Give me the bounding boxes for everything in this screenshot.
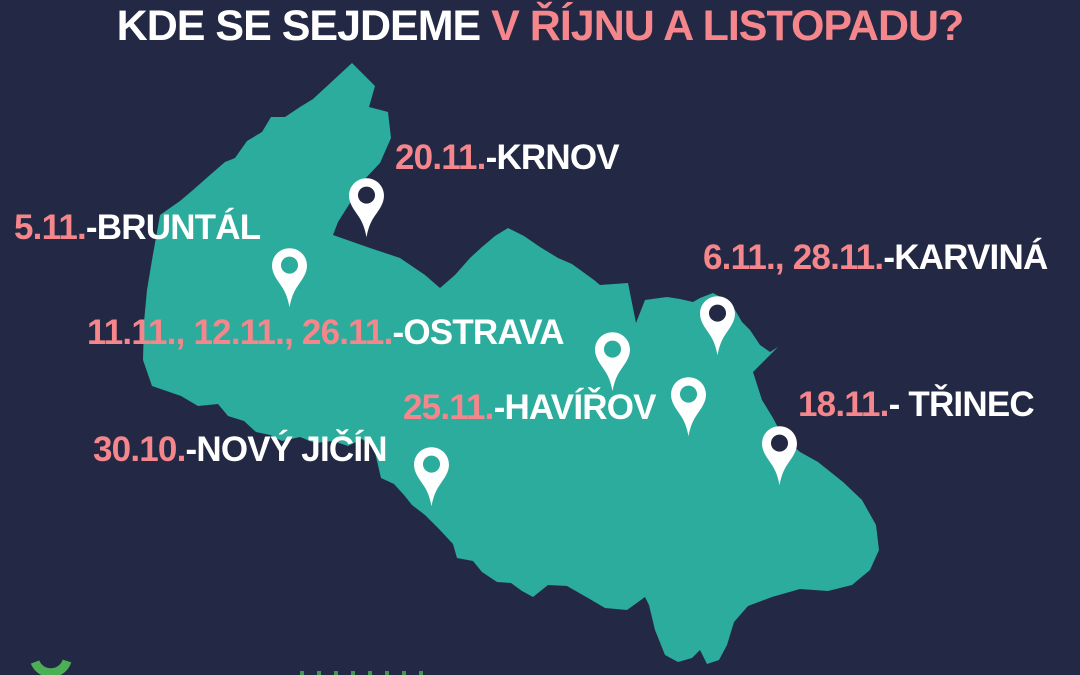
- location-dates: 18.11.: [798, 385, 889, 424]
- location-label-havirov: 25.11.-HAVÍŘOV: [403, 388, 657, 427]
- location-city: -KARVINÁ: [883, 238, 1048, 277]
- partial-logo-arc-icon: [30, 659, 72, 675]
- location-dates: 6.11., 28.11.: [703, 238, 884, 277]
- map-pin-icon-havirov: [671, 377, 706, 437]
- location-city: -OSTRAVA: [392, 313, 565, 352]
- title-prefix: KDE SE SEJDEME: [116, 2, 492, 50]
- map-pin-icon-karvina: [700, 296, 735, 356]
- map-pin-icon-krnov: [349, 178, 384, 238]
- location-city: -BRUNTÁL: [85, 208, 261, 247]
- map-pin-icon-trinec: [762, 426, 797, 486]
- location-city: -NOVÝ JIČÍN: [185, 430, 388, 469]
- location-label-trinec: 18.11.- TŘINEC: [798, 385, 1035, 424]
- title-highlight: V ŘÍJNU A LISTOPADU?: [491, 2, 964, 50]
- location-city: -HAVÍŘOV: [493, 388, 657, 427]
- map-pin-icon-ostrava: [595, 332, 630, 392]
- location-dates: 30.10.: [93, 430, 186, 469]
- location-city: -KRNOV: [485, 138, 620, 177]
- page-title: KDE SE SEJDEME V ŘÍJNU A LISTOPADU?: [0, 2, 1080, 51]
- location-dates: 25.11.: [403, 388, 494, 427]
- location-label-karvina: 6.11., 28.11.-KARVINÁ: [703, 238, 1048, 277]
- location-label-ostrava: 11.11., 12.11., 26.11.-OSTRAVA: [87, 313, 565, 352]
- location-dates: 11.11., 12.11., 26.11.: [87, 313, 393, 352]
- location-dates: 5.11.: [14, 208, 87, 247]
- location-label-novy-jicin: 30.10.-NOVÝ JIČÍN: [93, 430, 388, 469]
- location-city: - TŘINEC: [888, 385, 1035, 424]
- location-label-krnov: 20.11.-KRNOV: [395, 138, 620, 177]
- map-pin-icon-bruntal: [272, 248, 307, 308]
- map-pin-icon-novy-jicin: [414, 447, 449, 507]
- location-label-bruntal: 5.11.-BRUNTÁL: [14, 208, 261, 247]
- region-shape: [143, 63, 879, 664]
- cropped-footer-text: [300, 671, 435, 675]
- location-dates: 20.11.: [395, 138, 486, 177]
